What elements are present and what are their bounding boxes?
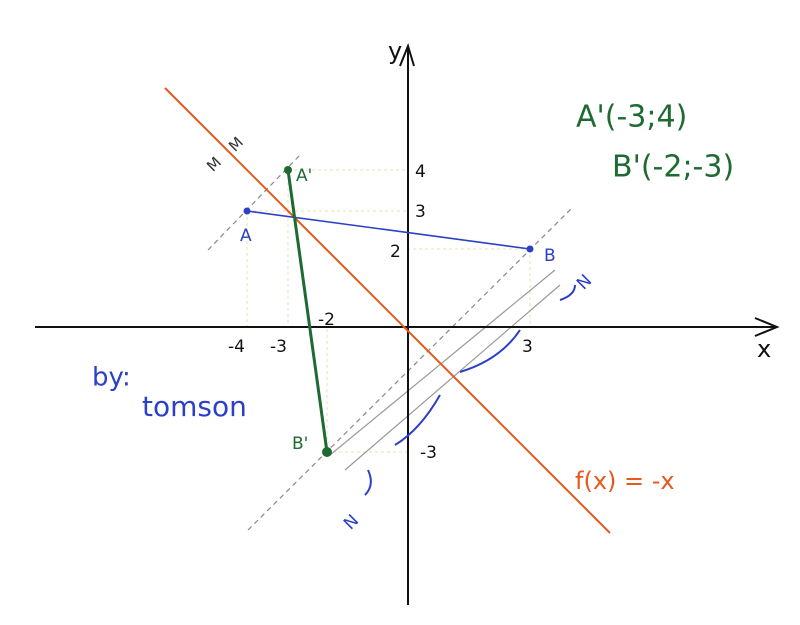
tick-label: 3 [415, 202, 426, 222]
tick-label: 4 [415, 162, 426, 182]
point [526, 245, 534, 253]
point-label: A [240, 226, 252, 246]
tick-label: -4 [228, 337, 245, 357]
equal-mark: M [203, 153, 225, 175]
parallels [207, 154, 573, 531]
point [284, 166, 292, 174]
tick-label: 2 [390, 242, 401, 262]
y-axis-label: y [388, 37, 402, 65]
point [243, 207, 251, 215]
guides [246, 169, 531, 453]
function-label: f(x) = -x [575, 467, 675, 495]
result: A'(-3;4) [576, 100, 687, 135]
tick-labels: 4 3 2 -3 -4 -3 -2 3 [228, 162, 533, 463]
segment-a-prime-b-prime [286, 169, 329, 453]
equal-mark: N [340, 511, 363, 534]
function-line [164, 87, 611, 534]
point-label: A' [296, 166, 312, 186]
tick-label: -2 [318, 310, 335, 330]
tick-label: -3 [270, 337, 287, 357]
x-axis-label: x [757, 335, 771, 363]
signature: tomson [142, 390, 247, 423]
result: B'(-2;-3) [612, 150, 734, 185]
tick-label: 3 [522, 337, 533, 357]
point-label: B' [292, 434, 308, 454]
segment-ab [246, 210, 531, 250]
point [322, 447, 332, 457]
brace [364, 284, 576, 496]
tick-label: -3 [420, 443, 437, 463]
signature: by: [92, 363, 131, 393]
equal-mark: N [573, 271, 596, 294]
point-label: B [544, 246, 556, 266]
